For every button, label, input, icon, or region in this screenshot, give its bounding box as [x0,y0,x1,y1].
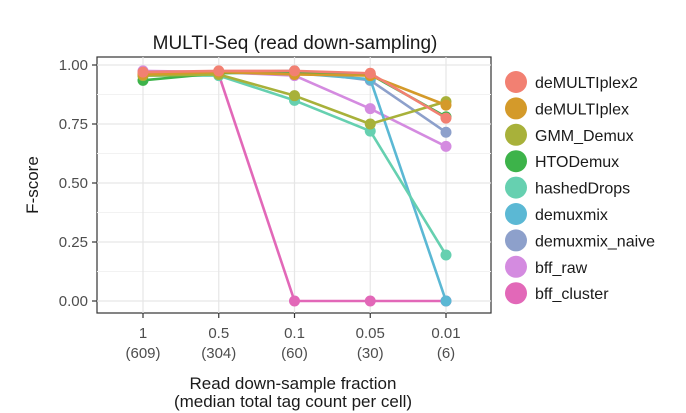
legend-swatch [505,255,527,278]
y-axis: 0.00 0.25 0.50 0.75 1.00 [59,57,97,310]
legend-item: demuxmix [505,203,608,225]
series-layer [137,65,452,307]
data-point [364,118,376,130]
x-tick-label-count: (609) [125,345,160,362]
data-point [440,295,452,307]
legend-item: demuxmix_naive [505,229,655,252]
x-tick-label-fraction: 0.5 [208,325,229,342]
legend-swatch [505,123,527,146]
legend-label: hashedDrops [535,181,630,198]
x-tick-label-fraction: 0.05 [356,325,385,342]
legend-label: demuxmix [535,207,608,224]
legend: deMULTIplex2 deMULTIplex GMM_Demux HTODemux… [505,71,655,305]
legend-label: bff_cluster [535,286,609,303]
data-point [289,295,300,307]
x-tick-label-fraction: 0.1 [284,325,305,342]
x-axis: 1 (609) 0.5 (304) 0.1 (60) 0.05 (30) 0.01 (6) [125,313,461,362]
y-tick-label: 1.00 [59,57,88,74]
y-tick-label: 0.00 [59,293,88,310]
data-point [440,126,452,138]
x-axis-title-line-2: (median total tag count per cell) [174,392,412,411]
chart-title: MULTI-Seq (read down-sampling) [153,33,438,54]
data-point [364,295,376,307]
legend-swatch [505,71,527,93]
legend-swatch [505,203,527,225]
legend-swatch [505,97,527,120]
legend-label: GMM_Demux [535,128,634,145]
legend-item: bff_raw [505,255,588,278]
legend-swatch [505,176,527,199]
legend-item: hashedDrops [505,176,630,199]
x-tick-label-count: (30) [357,345,384,362]
series-demultiplex2 [137,65,452,124]
legend-swatch [505,150,527,173]
legend-swatch [505,282,527,305]
y-tick-label: 0.50 [59,175,88,192]
data-point [440,140,452,152]
data-point [364,67,376,79]
data-point [137,66,149,78]
data-point [364,103,376,115]
legend-label: HTODemux [535,154,619,171]
data-point [440,249,452,261]
x-axis-title-line-1: Read down-sample fraction [190,374,397,393]
legend-label: deMULTIplex2 [535,75,638,92]
data-point [289,90,300,102]
x-tick-label-count: (6) [437,345,455,362]
legend-label: demuxmix_naive [535,233,655,250]
x-tick-label-count: (60) [281,345,308,362]
legend-label: bff_raw [535,260,588,277]
legend-item: deMULTIplex2 [505,71,638,93]
x-tick-label-fraction: 0.01 [431,325,460,342]
y-tick-label: 0.25 [59,234,88,251]
legend-item: bff_cluster [505,282,609,305]
legend-item: HTODemux [505,150,619,173]
data-point [213,65,225,77]
legend-item: deMULTIplex [505,97,629,120]
data-point [440,112,452,124]
data-point [440,99,452,111]
x-tick-label-fraction: 1 [139,325,147,342]
legend-swatch [505,229,527,252]
y-tick-label: 0.75 [59,116,88,133]
legend-label: deMULTIplex [535,101,629,118]
y-axis-title: F-score [23,156,42,214]
x-tick-label-count: (304) [201,345,236,362]
legend-item: GMM_Demux [505,123,634,146]
data-point [289,65,300,77]
